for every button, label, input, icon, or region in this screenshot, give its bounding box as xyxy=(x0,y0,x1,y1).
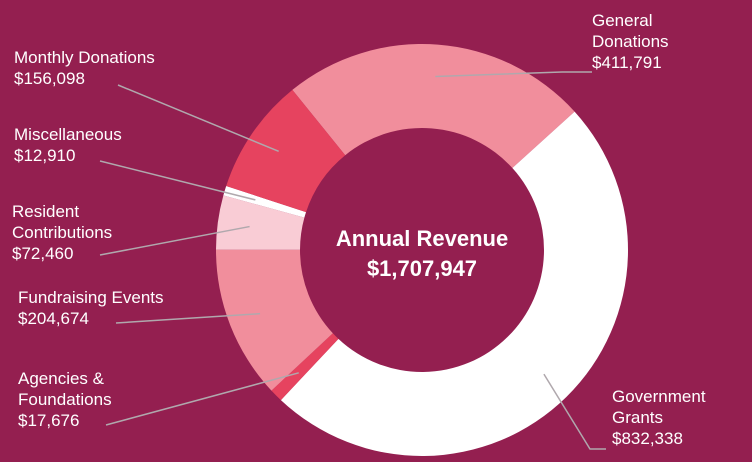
slice-label: Miscellaneous $12,910 xyxy=(14,124,214,166)
slice xyxy=(292,43,575,169)
slice-label: Fundraising Events $204,674 xyxy=(18,287,218,329)
slice xyxy=(226,89,346,213)
slice-name: Agencies & Foundations xyxy=(18,369,112,409)
slice-value: $12,910 xyxy=(14,146,76,165)
slice xyxy=(216,195,305,250)
slice-name: General Donations xyxy=(592,11,669,51)
slice-name: Government Grants xyxy=(612,387,706,427)
slice xyxy=(271,333,339,401)
slice-label: Government Grants $832,338 xyxy=(612,386,732,449)
ring xyxy=(216,43,628,456)
slice-value: $156,098 xyxy=(14,69,85,88)
slice-name: Monthly Donations xyxy=(14,48,155,67)
leaders xyxy=(99,71,606,450)
center-title: Annual Revenue xyxy=(336,226,508,251)
leader-line xyxy=(99,225,250,256)
leader-line xyxy=(435,71,592,78)
slice-name: Resident Contributions xyxy=(12,202,113,242)
slice-value: $17,676 xyxy=(18,411,80,430)
slice-name: Fundraising Events xyxy=(18,288,164,307)
slice xyxy=(280,111,628,456)
slice-label: Monthly Donations $156,098 xyxy=(14,47,214,89)
slice-value: $204,674 xyxy=(18,309,89,328)
slice xyxy=(223,186,307,218)
leader-line xyxy=(115,312,261,324)
slice-label: Agencies & Foundations $17,676 xyxy=(18,368,148,431)
slice-label: General Donations $411,791 xyxy=(592,10,712,73)
leader-line xyxy=(543,373,606,450)
slice-label: Resident Contributions $72,460 xyxy=(12,201,152,264)
leader-line xyxy=(99,160,256,201)
leader-line xyxy=(117,84,279,153)
slice xyxy=(216,249,333,391)
slice-value: $72,460 xyxy=(12,244,74,263)
slice-value: $832,338 xyxy=(612,429,683,448)
slice-name: Miscellaneous xyxy=(14,125,122,144)
leader-line xyxy=(105,372,299,426)
slice-value: $411,791 xyxy=(592,53,662,72)
center-value: $1,707,947 xyxy=(367,256,477,281)
